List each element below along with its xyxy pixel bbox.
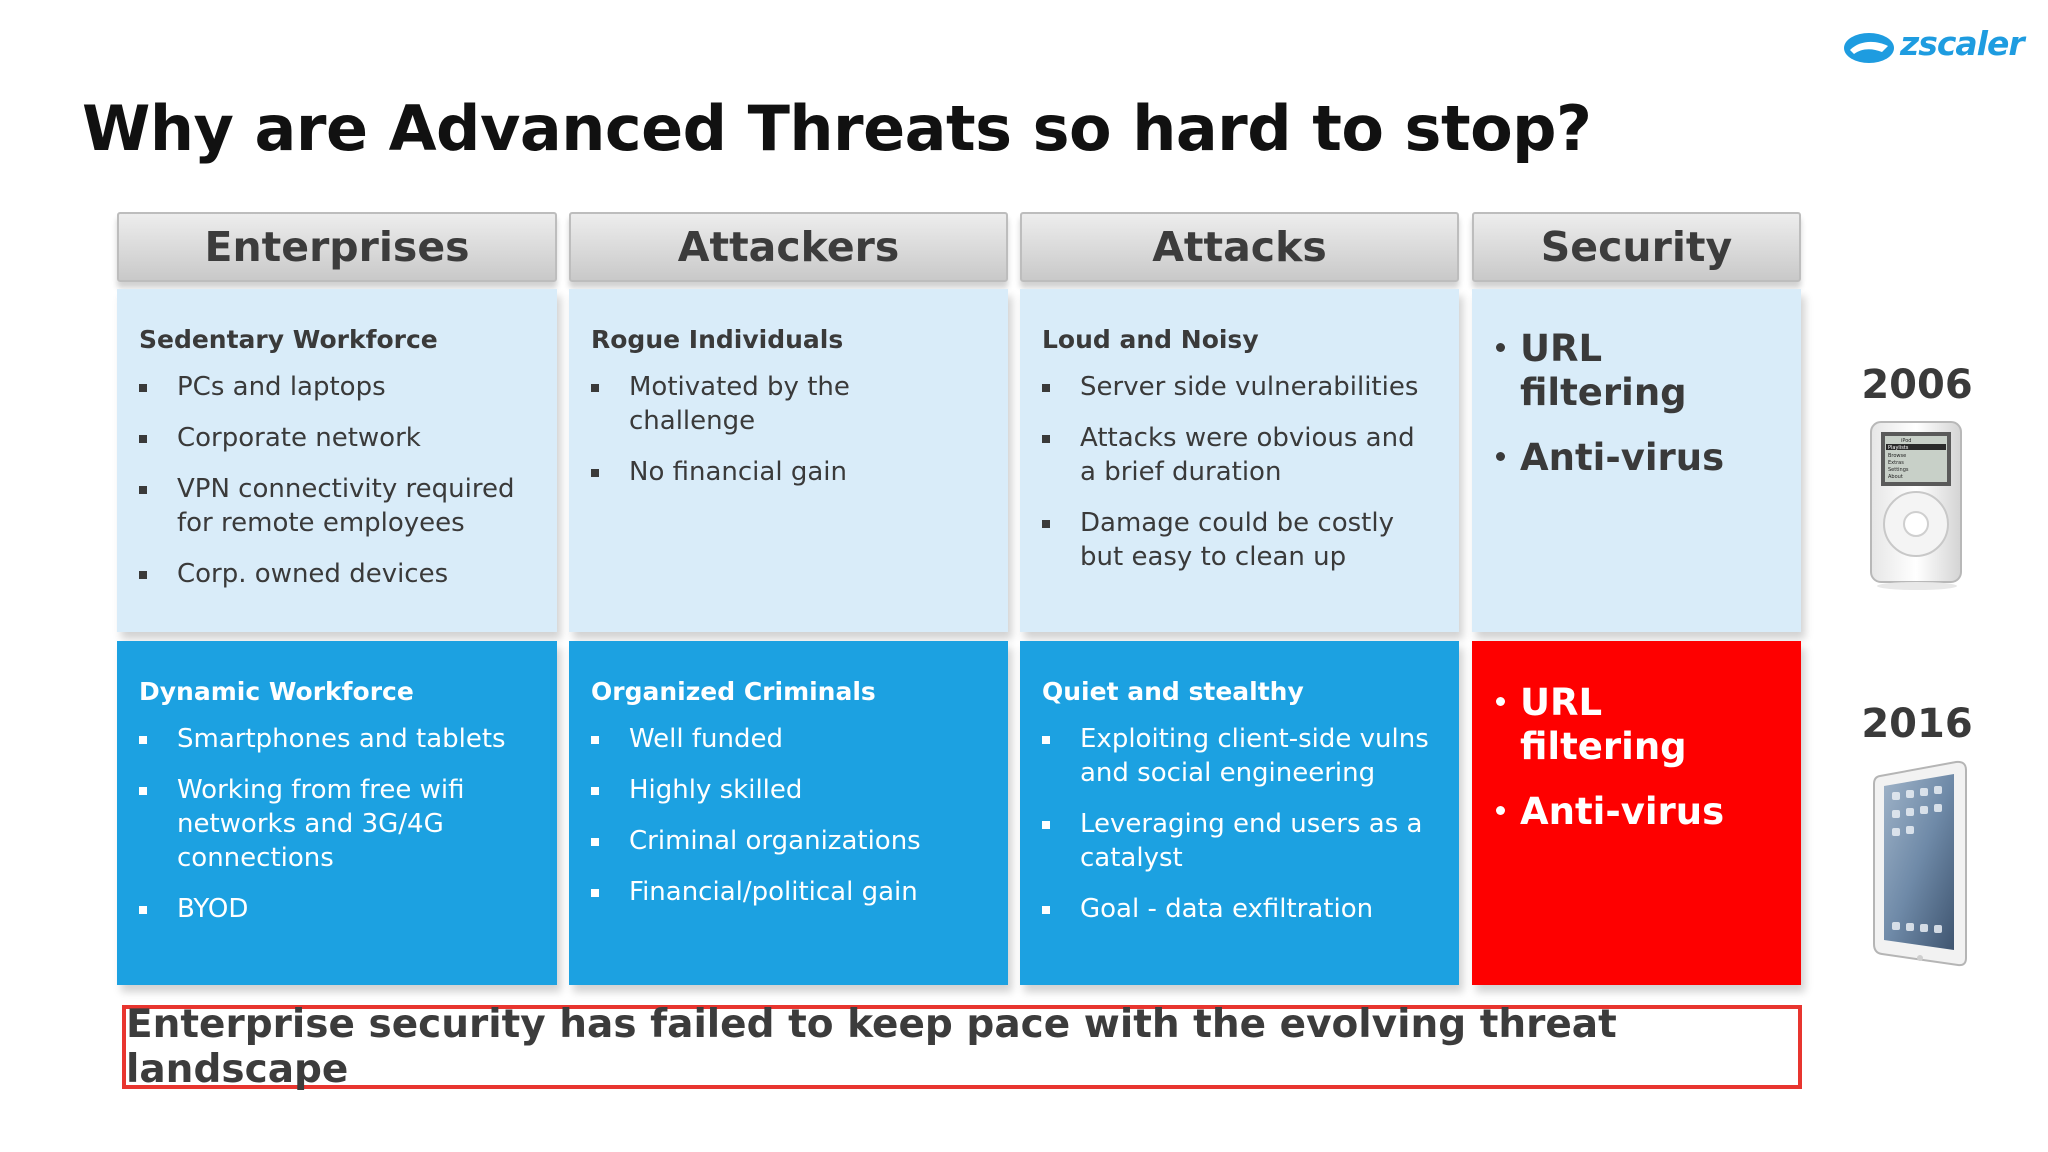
list-item: Motivated by the challenge xyxy=(591,370,984,438)
list-item: Working from free wifi networks and 3G/4… xyxy=(139,773,533,875)
cell-heading: Rogue Individuals xyxy=(591,325,844,354)
cell-heading: Organized Criminals xyxy=(591,677,876,706)
list-item: BYOD xyxy=(139,892,533,926)
cell-heading: Sedentary Workforce xyxy=(139,325,438,354)
security-list: URL filtering Anti-virus xyxy=(1494,681,1777,834)
list-item: Exploiting client-side vulns and social … xyxy=(1042,722,1435,790)
svg-text:Browse: Browse xyxy=(1888,453,1906,459)
square-bullet-icon xyxy=(139,787,147,795)
cell-heading: Dynamic Workforce xyxy=(139,677,414,706)
square-bullet-icon xyxy=(591,838,599,846)
square-bullet-icon xyxy=(591,889,599,897)
square-bullet-icon xyxy=(591,787,599,795)
list-item: Attacks were obvious and a brief duratio… xyxy=(1042,421,1435,489)
bullet-list: Well funded Highly skilled Criminal orga… xyxy=(591,722,984,909)
security-list: URL filtering Anti-virus xyxy=(1494,327,1777,480)
square-bullet-icon xyxy=(139,384,147,392)
list-item: Well funded xyxy=(591,722,984,756)
square-bullet-icon xyxy=(139,571,147,579)
header-attackers: Attackers xyxy=(569,212,1008,282)
square-bullet-icon xyxy=(1042,821,1050,829)
header-enterprises: Enterprises xyxy=(117,212,557,282)
bullet-dot-icon xyxy=(1496,697,1505,706)
list-item: Highly skilled xyxy=(591,773,984,807)
list-item: VPN connectivity required for remote emp… xyxy=(139,472,533,540)
list-item: Anti-virus xyxy=(1494,436,1777,480)
list-item: Leveraging end users as a catalyst xyxy=(1042,807,1435,875)
square-bullet-icon xyxy=(1042,520,1050,528)
svg-text:Extras: Extras xyxy=(1888,460,1904,466)
cell-security-past: URL filtering Anti-virus xyxy=(1472,289,1801,632)
square-bullet-icon xyxy=(139,486,147,494)
square-bullet-icon xyxy=(139,906,147,914)
year-label-2016: 2016 xyxy=(1861,701,1973,747)
svg-text:Settings: Settings xyxy=(1888,467,1909,473)
list-item: Goal - data exfiltration xyxy=(1042,892,1435,926)
square-bullet-icon xyxy=(591,736,599,744)
ipad-icon xyxy=(1873,760,1967,967)
zscaler-logo-icon xyxy=(1844,33,1894,63)
list-item: Server side vulnerabilities xyxy=(1042,370,1435,404)
page-title: Why are Advanced Threats so hard to stop… xyxy=(82,92,1592,165)
square-bullet-icon xyxy=(1042,435,1050,443)
square-bullet-icon xyxy=(139,435,147,443)
cell-security-present: URL filtering Anti-virus xyxy=(1472,641,1801,985)
bullet-dot-icon xyxy=(1496,452,1505,461)
svg-text:Playlists: Playlists xyxy=(1888,445,1909,451)
square-bullet-icon xyxy=(1042,906,1050,914)
list-item: Corporate network xyxy=(139,421,533,455)
list-item: Corp. owned devices xyxy=(139,557,533,591)
brand-wordmark: zscaler xyxy=(1900,24,2025,63)
list-item: No financial gain xyxy=(591,455,984,489)
footer-statement: Enterprise security has failed to keep p… xyxy=(122,1002,1802,1092)
cell-attackers-past: Rogue Individuals Motivated by the chall… xyxy=(569,289,1008,632)
square-bullet-icon xyxy=(1042,384,1050,392)
square-bullet-icon xyxy=(591,384,599,392)
cell-enterprises-present: Dynamic Workforce Smartphones and tablet… xyxy=(117,641,557,985)
ipod-icon: iPod Playlists Browse Extras Settings Ab… xyxy=(1870,421,1962,590)
bullet-dot-icon xyxy=(1496,343,1505,352)
bullet-list: Smartphones and tablets Working from fre… xyxy=(139,722,533,926)
cell-attackers-present: Organized Criminals Well funded Highly s… xyxy=(569,641,1008,985)
bullet-list: Motivated by the challenge No financial … xyxy=(591,370,984,489)
list-item: PCs and laptops xyxy=(139,370,533,404)
header-attacks: Attacks xyxy=(1020,212,1459,282)
list-item: Smartphones and tablets xyxy=(139,722,533,756)
list-item: URL filtering xyxy=(1494,327,1777,415)
cell-heading: Loud and Noisy xyxy=(1042,325,1259,354)
square-bullet-icon xyxy=(591,469,599,477)
list-item: Financial/political gain xyxy=(591,875,984,909)
bullet-list: Exploiting client-side vulns and social … xyxy=(1042,722,1435,926)
list-item: Criminal organizations xyxy=(591,824,984,858)
bullet-list: PCs and laptops Corporate network VPN co… xyxy=(139,370,533,591)
list-item: Damage could be costly but easy to clean… xyxy=(1042,506,1435,574)
svg-text:iPod: iPod xyxy=(1901,438,1911,444)
bullet-list: Server side vulnerabilities Attacks were… xyxy=(1042,370,1435,574)
cell-attacks-present: Quiet and stealthy Exploiting client-sid… xyxy=(1020,641,1459,985)
square-bullet-icon xyxy=(1042,736,1050,744)
bullet-dot-icon xyxy=(1496,806,1505,815)
cell-enterprises-past: Sedentary Workforce PCs and laptops Corp… xyxy=(117,289,557,632)
list-item: Anti-virus xyxy=(1494,790,1777,834)
year-label-2006: 2006 xyxy=(1861,362,1973,408)
square-bullet-icon xyxy=(139,736,147,744)
header-security: Security xyxy=(1472,212,1801,282)
cell-attacks-past: Loud and Noisy Server side vulnerabiliti… xyxy=(1020,289,1459,632)
list-item: URL filtering xyxy=(1494,681,1777,769)
svg-text:About: About xyxy=(1888,474,1903,480)
cell-heading: Quiet and stealthy xyxy=(1042,677,1304,706)
